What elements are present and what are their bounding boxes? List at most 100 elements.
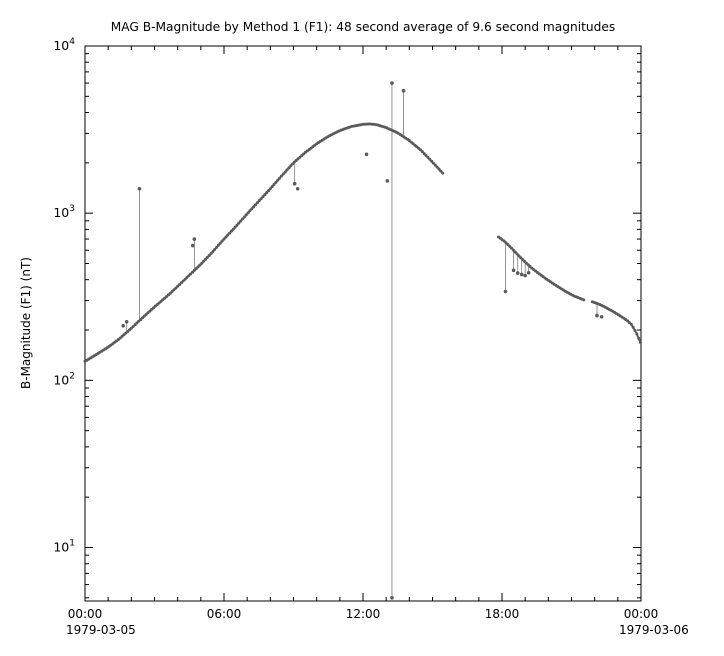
data-point: [635, 332, 639, 336]
outlier-point: [519, 272, 524, 277]
data-point: [637, 336, 641, 340]
data-point: [280, 174, 283, 178]
data-point: [252, 205, 256, 209]
data-point: [283, 170, 287, 174]
data-point: [515, 252, 519, 256]
data-point: [211, 250, 215, 254]
x-tick-label: 06:00: [207, 607, 242, 621]
outlier-point: [515, 271, 520, 275]
data-point: [246, 211, 250, 215]
data-point: [291, 162, 295, 166]
y-tick-label: 102: [53, 371, 75, 387]
x-axis-start-date: 1979-03-05: [66, 623, 136, 637]
data-point: [233, 225, 237, 229]
outlier-point: [503, 289, 508, 294]
data-point: [250, 207, 254, 211]
series-line: [591, 300, 642, 343]
data-point: [178, 283, 181, 287]
outlier-point: [523, 273, 527, 278]
data-point: [200, 261, 204, 265]
data-point: [224, 235, 228, 239]
data-point: [202, 259, 206, 263]
y-axis-label: B-Magnitude (F1) (nT): [19, 257, 33, 389]
data-point: [513, 250, 517, 254]
data-point: [185, 276, 189, 279]
data-point: [235, 223, 239, 227]
data-point: [259, 197, 263, 201]
data-point: [281, 172, 285, 176]
data-layer: [83, 81, 642, 600]
data-point: [508, 244, 512, 248]
data-point: [213, 248, 217, 251]
data-point: [257, 199, 261, 203]
data-point: [229, 229, 233, 233]
data-point: [287, 166, 291, 170]
data-point: [272, 183, 276, 186]
data-point: [276, 178, 280, 182]
data-point: [133, 323, 137, 327]
data-point: [198, 263, 202, 267]
data-point: [267, 189, 270, 193]
data-point: [228, 231, 232, 235]
data-point: [237, 221, 241, 225]
series-line: [84, 123, 444, 363]
chart-title: MAG B-Magnitude by Method 1 (F1): 48 sec…: [111, 20, 615, 34]
data-point: [426, 155, 430, 159]
data-point: [510, 246, 513, 250]
data-point: [285, 168, 289, 172]
data-point: [631, 325, 635, 329]
data-point: [204, 257, 207, 261]
plot-frame: [84, 45, 642, 602]
data-point: [205, 255, 209, 259]
x-tick-label: 12:00: [346, 607, 381, 621]
x-tick-label: 00:00: [68, 607, 103, 621]
x-axis-end-date: 1979-03-06: [619, 623, 689, 637]
data-point: [226, 233, 230, 237]
data-point: [189, 272, 193, 276]
data-point: [268, 187, 272, 191]
data-point: [431, 161, 435, 165]
data-point: [218, 241, 222, 245]
data-point: [430, 159, 434, 163]
data-point: [428, 157, 432, 161]
data-point: [511, 248, 515, 252]
outlier-point: [124, 319, 129, 324]
data-point: [424, 154, 428, 157]
data-point: [255, 201, 259, 205]
data-point: [274, 180, 278, 184]
data-point: [633, 329, 637, 332]
y-tick-label: 104: [53, 37, 75, 53]
data-point: [261, 195, 265, 199]
data-point: [231, 227, 235, 231]
data-point: [222, 237, 226, 241]
data-point: [216, 243, 220, 247]
outlier-point: [401, 88, 406, 93]
data-point: [270, 185, 274, 189]
outlier-point: [385, 179, 390, 183]
data-point: [441, 171, 445, 175]
series-line: [497, 236, 585, 301]
outlier-point: [599, 314, 604, 319]
outlier-point: [192, 237, 197, 241]
data-point: [239, 219, 243, 223]
data-point: [220, 239, 224, 243]
data-point: [263, 193, 267, 197]
data-point: [639, 341, 642, 344]
data-point: [139, 318, 143, 322]
data-point: [209, 252, 213, 255]
data-point: [248, 209, 252, 213]
outlier-point: [595, 313, 599, 318]
outlier-point: [190, 243, 195, 248]
outlier-point: [137, 186, 142, 191]
axes-layer: 00:00 06:00 12:00 18:00 00:00 101 102 103 104: [53, 37, 658, 621]
outlier-point: [292, 181, 297, 186]
data-point: [215, 245, 219, 249]
data-point: [435, 165, 439, 169]
y-tick-label: 101: [53, 539, 75, 555]
data-point: [629, 322, 633, 326]
data-point: [244, 213, 248, 217]
x-tick-label: 18:00: [485, 607, 520, 621]
data-point: [289, 164, 293, 168]
